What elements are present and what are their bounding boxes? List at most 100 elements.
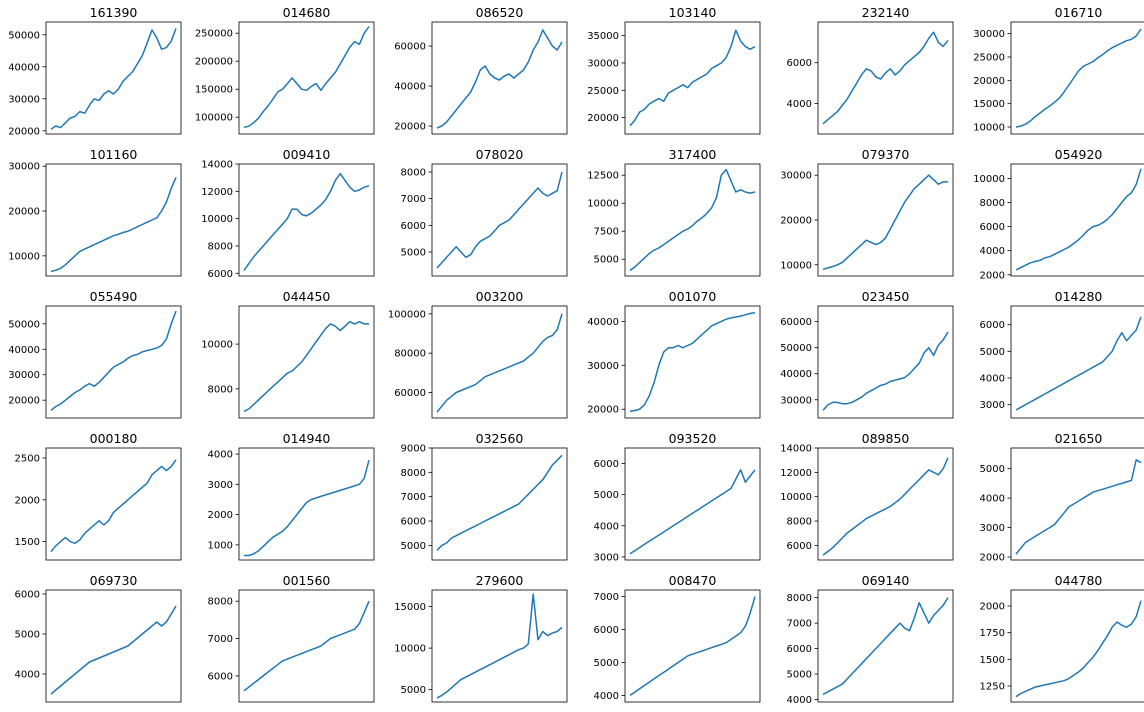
series-line — [436, 454, 563, 551]
plot-frame — [1010, 21, 1144, 135]
chart-panel: 054920 2000 4000 6000 8000 10000 — [973, 147, 1144, 281]
y-tick-label: 50000 — [8, 319, 40, 330]
chart-title: 044450 — [283, 289, 331, 304]
chart-panel: 232140 4000 6000 — [787, 5, 954, 135]
series-line — [822, 174, 948, 271]
plot-frame — [817, 305, 954, 419]
y-tick-label: 4000 — [15, 670, 40, 681]
series-line — [50, 177, 177, 273]
y-tick-label: 60000 — [394, 42, 426, 53]
y-tick-label: 12500 — [587, 171, 619, 182]
y-tick-label: 1500 — [15, 537, 40, 548]
y-tick-label: 3000 — [980, 523, 1005, 534]
y-tick-label: 4000 — [594, 521, 619, 532]
y-tick-label: 10000 — [973, 174, 1005, 185]
y-tick-label: 5000 — [594, 490, 619, 501]
series-line — [243, 320, 369, 412]
y-tick-label: 6000 — [208, 671, 233, 682]
plot-frame — [431, 21, 568, 135]
chart-title: 089850 — [862, 431, 910, 446]
y-tick-label: 100000 — [388, 309, 426, 320]
series-line — [1015, 459, 1142, 555]
y-tick-label: 12000 — [201, 187, 233, 198]
chart-title: 232140 — [862, 5, 910, 20]
y-tick-label: 3000 — [208, 480, 233, 491]
y-tick-label: 9000 — [401, 444, 426, 455]
y-tick-label: 25000 — [973, 53, 1005, 64]
y-tick-label: 5000 — [594, 255, 619, 266]
plot-frame — [1010, 163, 1144, 277]
y-tick-label: 250000 — [195, 29, 233, 40]
chart-panel: 279600 5000 10000 15000 — [394, 573, 568, 703]
y-tick-label: 80000 — [394, 349, 426, 360]
chart-panel: 086520 20000 40000 60000 — [394, 5, 568, 135]
y-tick-label: 10000 — [780, 260, 812, 271]
chart-panel: 000180 1500 2000 2500 — [15, 431, 182, 561]
chart-panel: 055490 20000 30000 40000 50000 — [8, 289, 182, 419]
plot-frame — [431, 305, 568, 419]
y-tick-label: 6000 — [594, 625, 619, 636]
chart-panel: 069140 4000 5000 6000 7000 8000 — [787, 573, 954, 706]
y-tick-label: 2000 — [980, 602, 1005, 613]
chart-panel: 044450 8000 10000 — [201, 289, 375, 419]
plot-frame — [1010, 447, 1144, 561]
series-line — [50, 459, 177, 553]
series-line — [822, 31, 949, 125]
plot-frame — [817, 163, 954, 277]
chart-title: 078020 — [476, 147, 524, 162]
plot-frame — [45, 163, 182, 277]
plot-frame — [238, 447, 375, 561]
y-tick-label: 6000 — [787, 541, 812, 552]
y-tick-label: 20000 — [8, 396, 40, 407]
y-tick-label: 8000 — [401, 168, 426, 179]
y-tick-label: 30000 — [587, 361, 619, 372]
y-tick-label: 35000 — [587, 31, 619, 42]
y-tick-label: 1000 — [208, 540, 233, 551]
chart-title: 008470 — [669, 573, 717, 588]
y-tick-label: 10000 — [973, 123, 1005, 134]
y-tick-label: 2000 — [15, 495, 40, 506]
y-tick-label: 100000 — [195, 113, 233, 124]
y-tick-label: 20000 — [8, 126, 40, 137]
plot-frame — [431, 589, 568, 703]
y-tick-label: 7000 — [594, 592, 619, 603]
chart-title: 093520 — [669, 431, 717, 446]
y-tick-label: 200000 — [195, 57, 233, 68]
y-tick-label: 30000 — [780, 395, 812, 406]
plot-frame — [817, 21, 954, 135]
y-tick-label: 30000 — [780, 171, 812, 182]
plot-frame — [1010, 305, 1144, 419]
plot-frame — [624, 447, 761, 561]
y-tick-label: 4000 — [208, 450, 233, 461]
chart-panel: 089850 6000 8000 10000 12000 14000 — [780, 431, 954, 561]
y-tick-label: 20000 — [394, 122, 426, 133]
chart-title: 069730 — [90, 573, 138, 588]
y-tick-label: 30000 — [587, 58, 619, 69]
chart-title: 279600 — [476, 573, 524, 588]
y-tick-label: 4000 — [980, 246, 1005, 257]
chart-title: 044780 — [1055, 573, 1103, 588]
series-line — [50, 605, 177, 695]
y-tick-label: 8000 — [401, 468, 426, 479]
y-tick-label: 6000 — [401, 221, 426, 232]
y-tick-label: 4000 — [980, 494, 1005, 505]
chart-panel: 103140 20000 25000 30000 35000 — [587, 5, 761, 135]
y-tick-label: 10000 — [587, 199, 619, 210]
y-tick-label: 10000 — [201, 340, 233, 351]
y-tick-label: 15000 — [973, 99, 1005, 110]
plot-frame — [45, 305, 182, 419]
plot-frame — [45, 447, 182, 561]
y-tick-label: 3000 — [980, 400, 1005, 411]
plot-frame — [1010, 589, 1144, 703]
chart-title: 001070 — [669, 289, 717, 304]
series-line — [243, 600, 370, 692]
chart-title: 103140 — [669, 5, 717, 20]
chart-title: 023450 — [862, 289, 910, 304]
y-tick-label: 15000 — [394, 602, 426, 613]
y-tick-label: 8000 — [208, 241, 233, 252]
y-tick-label: 40000 — [8, 345, 40, 356]
chart-title: 317400 — [669, 147, 717, 162]
series-line — [436, 593, 563, 699]
chart-title: 014280 — [1055, 289, 1103, 304]
